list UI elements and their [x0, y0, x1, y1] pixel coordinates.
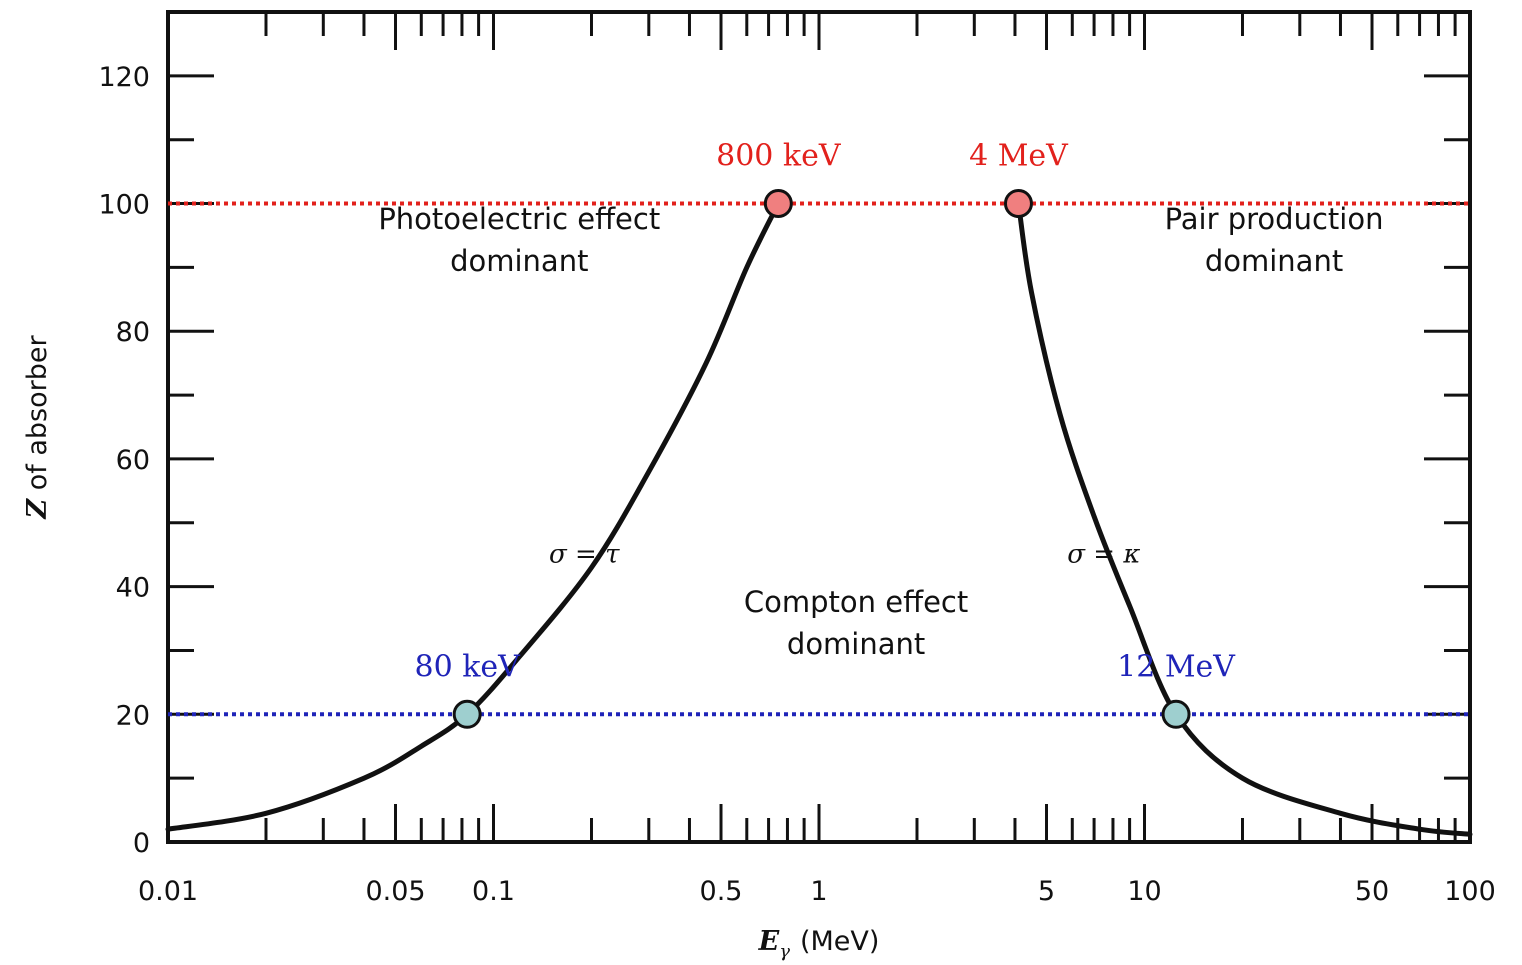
threshold-markers: 800 keV 4 MeV 80 keV 12 MeV	[415, 139, 1236, 729]
x-tick-label: 10	[1127, 876, 1161, 907]
x-tick-label: 0.05	[365, 876, 425, 907]
y-tick-label: 60	[116, 445, 150, 476]
y-tick-label: 120	[98, 62, 150, 93]
x-tick-label: 0.5	[700, 876, 743, 907]
x-tick-label: 0.01	[138, 876, 198, 907]
x-tick-label: 0.1	[472, 876, 515, 907]
y-axis-label-rest: of absorber	[22, 335, 53, 499]
threshold-marker	[1003, 189, 1033, 219]
threshold-marker-label: 80 keV	[415, 649, 522, 684]
y-tick-label: 40	[116, 573, 150, 604]
x-axis-label-unit: (MeV)	[800, 926, 879, 957]
threshold-marker-label: 12 MeV	[1117, 649, 1236, 684]
region-label-line: Photoelectric effect	[378, 202, 660, 236]
axis-tick-labels: 0.01 0.05 0.1 0.5 1 5 10 50 100 0 20 40 60 80 100 120	[98, 62, 1495, 907]
threshold-marker	[1161, 699, 1191, 729]
curve-equation: σ = τ	[549, 540, 620, 570]
y-tick-label: 80	[116, 317, 150, 348]
boundary-curve	[1016, 201, 1473, 837]
threshold-marker-label: 4 MeV	[969, 139, 1069, 174]
curve-equation: σ = κ	[1067, 540, 1140, 570]
y-tick-label: 20	[116, 700, 150, 731]
x-tick-label: 1	[810, 876, 827, 907]
region-label-line: dominant	[450, 244, 588, 278]
threshold-marker	[452, 699, 482, 729]
region-label-line: dominant	[787, 627, 925, 661]
axis-ticks	[166, 12, 1470, 842]
region-label: Photoelectric effect dominant	[378, 202, 660, 278]
boundary-curves	[165, 201, 1473, 837]
reference-lines	[168, 201, 1470, 717]
region-label: Compton effect dominant	[744, 585, 968, 661]
plot-frame	[166, 10, 1472, 844]
x-axis-label-sub: γ	[779, 941, 790, 962]
y-axis-label: Z of absorber	[22, 335, 53, 520]
x-axis-label: Eγ (MeV)	[758, 926, 880, 962]
region-label-line: Compton effect	[744, 585, 968, 619]
curve-equations: σ = τ σ = κ	[549, 540, 1140, 570]
region-label-line: dominant	[1205, 244, 1343, 278]
y-tick-label: 0	[133, 828, 150, 859]
y-axis-label-var: Z	[22, 498, 53, 520]
boundary-curve	[165, 201, 781, 832]
region-label: Pair production dominant	[1165, 202, 1384, 278]
x-tick-label: 100	[1444, 876, 1496, 907]
x-tick-label: 50	[1355, 876, 1389, 907]
region-label-line: Pair production	[1165, 202, 1384, 236]
threshold-marker	[763, 189, 793, 219]
x-axis-label-var: E	[758, 926, 780, 957]
threshold-marker-label: 800 keV	[716, 139, 842, 174]
y-tick-label: 100	[98, 190, 150, 221]
x-tick-label: 5	[1038, 876, 1055, 907]
